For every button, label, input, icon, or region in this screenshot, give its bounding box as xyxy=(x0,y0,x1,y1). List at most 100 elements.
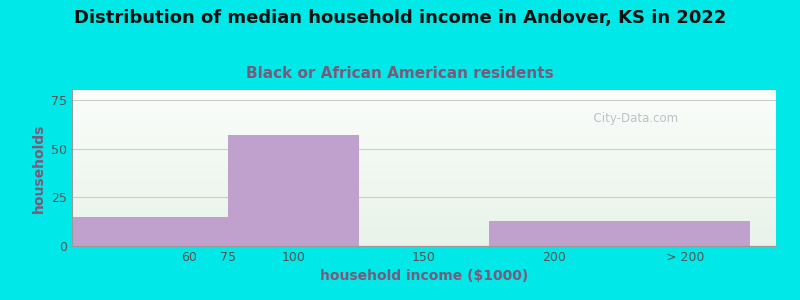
Bar xyxy=(72,171,776,172)
Bar xyxy=(72,228,776,229)
Bar xyxy=(72,117,776,118)
Bar xyxy=(72,123,776,124)
Bar xyxy=(72,157,776,158)
Bar xyxy=(72,239,776,240)
Bar xyxy=(72,97,776,98)
Bar xyxy=(72,189,776,190)
Bar xyxy=(72,183,776,184)
Bar xyxy=(72,198,776,199)
Bar xyxy=(72,227,776,228)
Bar xyxy=(72,152,776,153)
Bar xyxy=(72,208,776,209)
Bar xyxy=(72,177,776,178)
Bar xyxy=(72,206,776,207)
Bar xyxy=(72,237,776,238)
Bar xyxy=(72,92,776,93)
Bar xyxy=(72,176,776,177)
Bar xyxy=(72,201,776,202)
Bar xyxy=(72,95,776,96)
Bar xyxy=(72,215,776,216)
Bar xyxy=(72,182,776,183)
Bar xyxy=(72,135,776,136)
Bar xyxy=(72,184,776,185)
Bar xyxy=(72,217,229,246)
Bar xyxy=(72,200,776,201)
Bar xyxy=(72,122,776,123)
Bar xyxy=(72,93,776,94)
Bar xyxy=(72,121,776,122)
Bar xyxy=(72,158,776,159)
Bar xyxy=(72,142,776,143)
Bar xyxy=(72,102,776,103)
Bar xyxy=(72,209,776,210)
Bar xyxy=(72,150,776,151)
Bar xyxy=(72,191,776,192)
Bar xyxy=(72,105,776,106)
Bar xyxy=(72,192,776,193)
Bar xyxy=(72,220,776,221)
Bar xyxy=(72,159,776,160)
Bar xyxy=(72,243,776,244)
Bar xyxy=(72,145,776,146)
Bar xyxy=(72,110,776,111)
Bar xyxy=(72,146,776,147)
Bar xyxy=(72,244,776,245)
Bar xyxy=(72,128,776,129)
Bar xyxy=(72,137,776,138)
Y-axis label: households: households xyxy=(31,123,46,213)
Bar xyxy=(72,115,776,116)
Bar xyxy=(72,190,776,191)
Bar xyxy=(72,111,776,112)
Bar xyxy=(72,213,776,214)
Bar xyxy=(72,203,776,204)
Bar xyxy=(72,147,776,148)
Bar xyxy=(72,161,776,162)
Bar xyxy=(72,162,776,163)
Bar xyxy=(72,100,776,101)
Bar xyxy=(72,109,776,110)
Bar xyxy=(72,153,776,154)
Bar xyxy=(72,223,776,224)
Bar xyxy=(72,98,776,99)
Bar xyxy=(72,119,776,120)
Bar xyxy=(72,196,776,197)
Bar xyxy=(72,116,776,117)
Bar xyxy=(72,236,776,237)
Bar xyxy=(72,168,776,169)
Bar xyxy=(72,90,776,91)
Bar xyxy=(72,232,776,233)
Bar xyxy=(72,106,776,107)
Bar xyxy=(72,224,776,225)
Bar xyxy=(72,204,776,205)
Bar xyxy=(72,140,776,141)
Bar xyxy=(72,156,776,157)
Bar xyxy=(72,188,776,189)
Bar xyxy=(72,129,776,130)
Bar xyxy=(72,136,776,137)
Bar xyxy=(72,124,776,125)
Bar xyxy=(72,221,776,222)
Bar xyxy=(72,217,776,218)
Bar xyxy=(72,214,776,215)
Bar xyxy=(72,202,776,203)
Bar xyxy=(72,211,776,212)
Bar xyxy=(72,108,776,109)
Bar xyxy=(72,194,776,195)
Text: Distribution of median household income in Andover, KS in 2022: Distribution of median household income … xyxy=(74,9,726,27)
Bar xyxy=(72,130,776,131)
Bar xyxy=(72,229,776,230)
Bar xyxy=(72,185,776,186)
Bar xyxy=(72,219,776,220)
Bar xyxy=(72,216,776,217)
Bar xyxy=(72,172,776,173)
Bar xyxy=(72,113,776,114)
Bar xyxy=(72,175,776,176)
Text: Black or African American residents: Black or African American residents xyxy=(246,66,554,81)
Bar xyxy=(72,218,776,219)
Bar xyxy=(72,235,776,236)
Bar xyxy=(72,118,776,119)
Bar xyxy=(72,199,776,200)
Bar xyxy=(72,240,776,241)
Bar xyxy=(229,135,359,246)
Bar xyxy=(72,174,776,175)
